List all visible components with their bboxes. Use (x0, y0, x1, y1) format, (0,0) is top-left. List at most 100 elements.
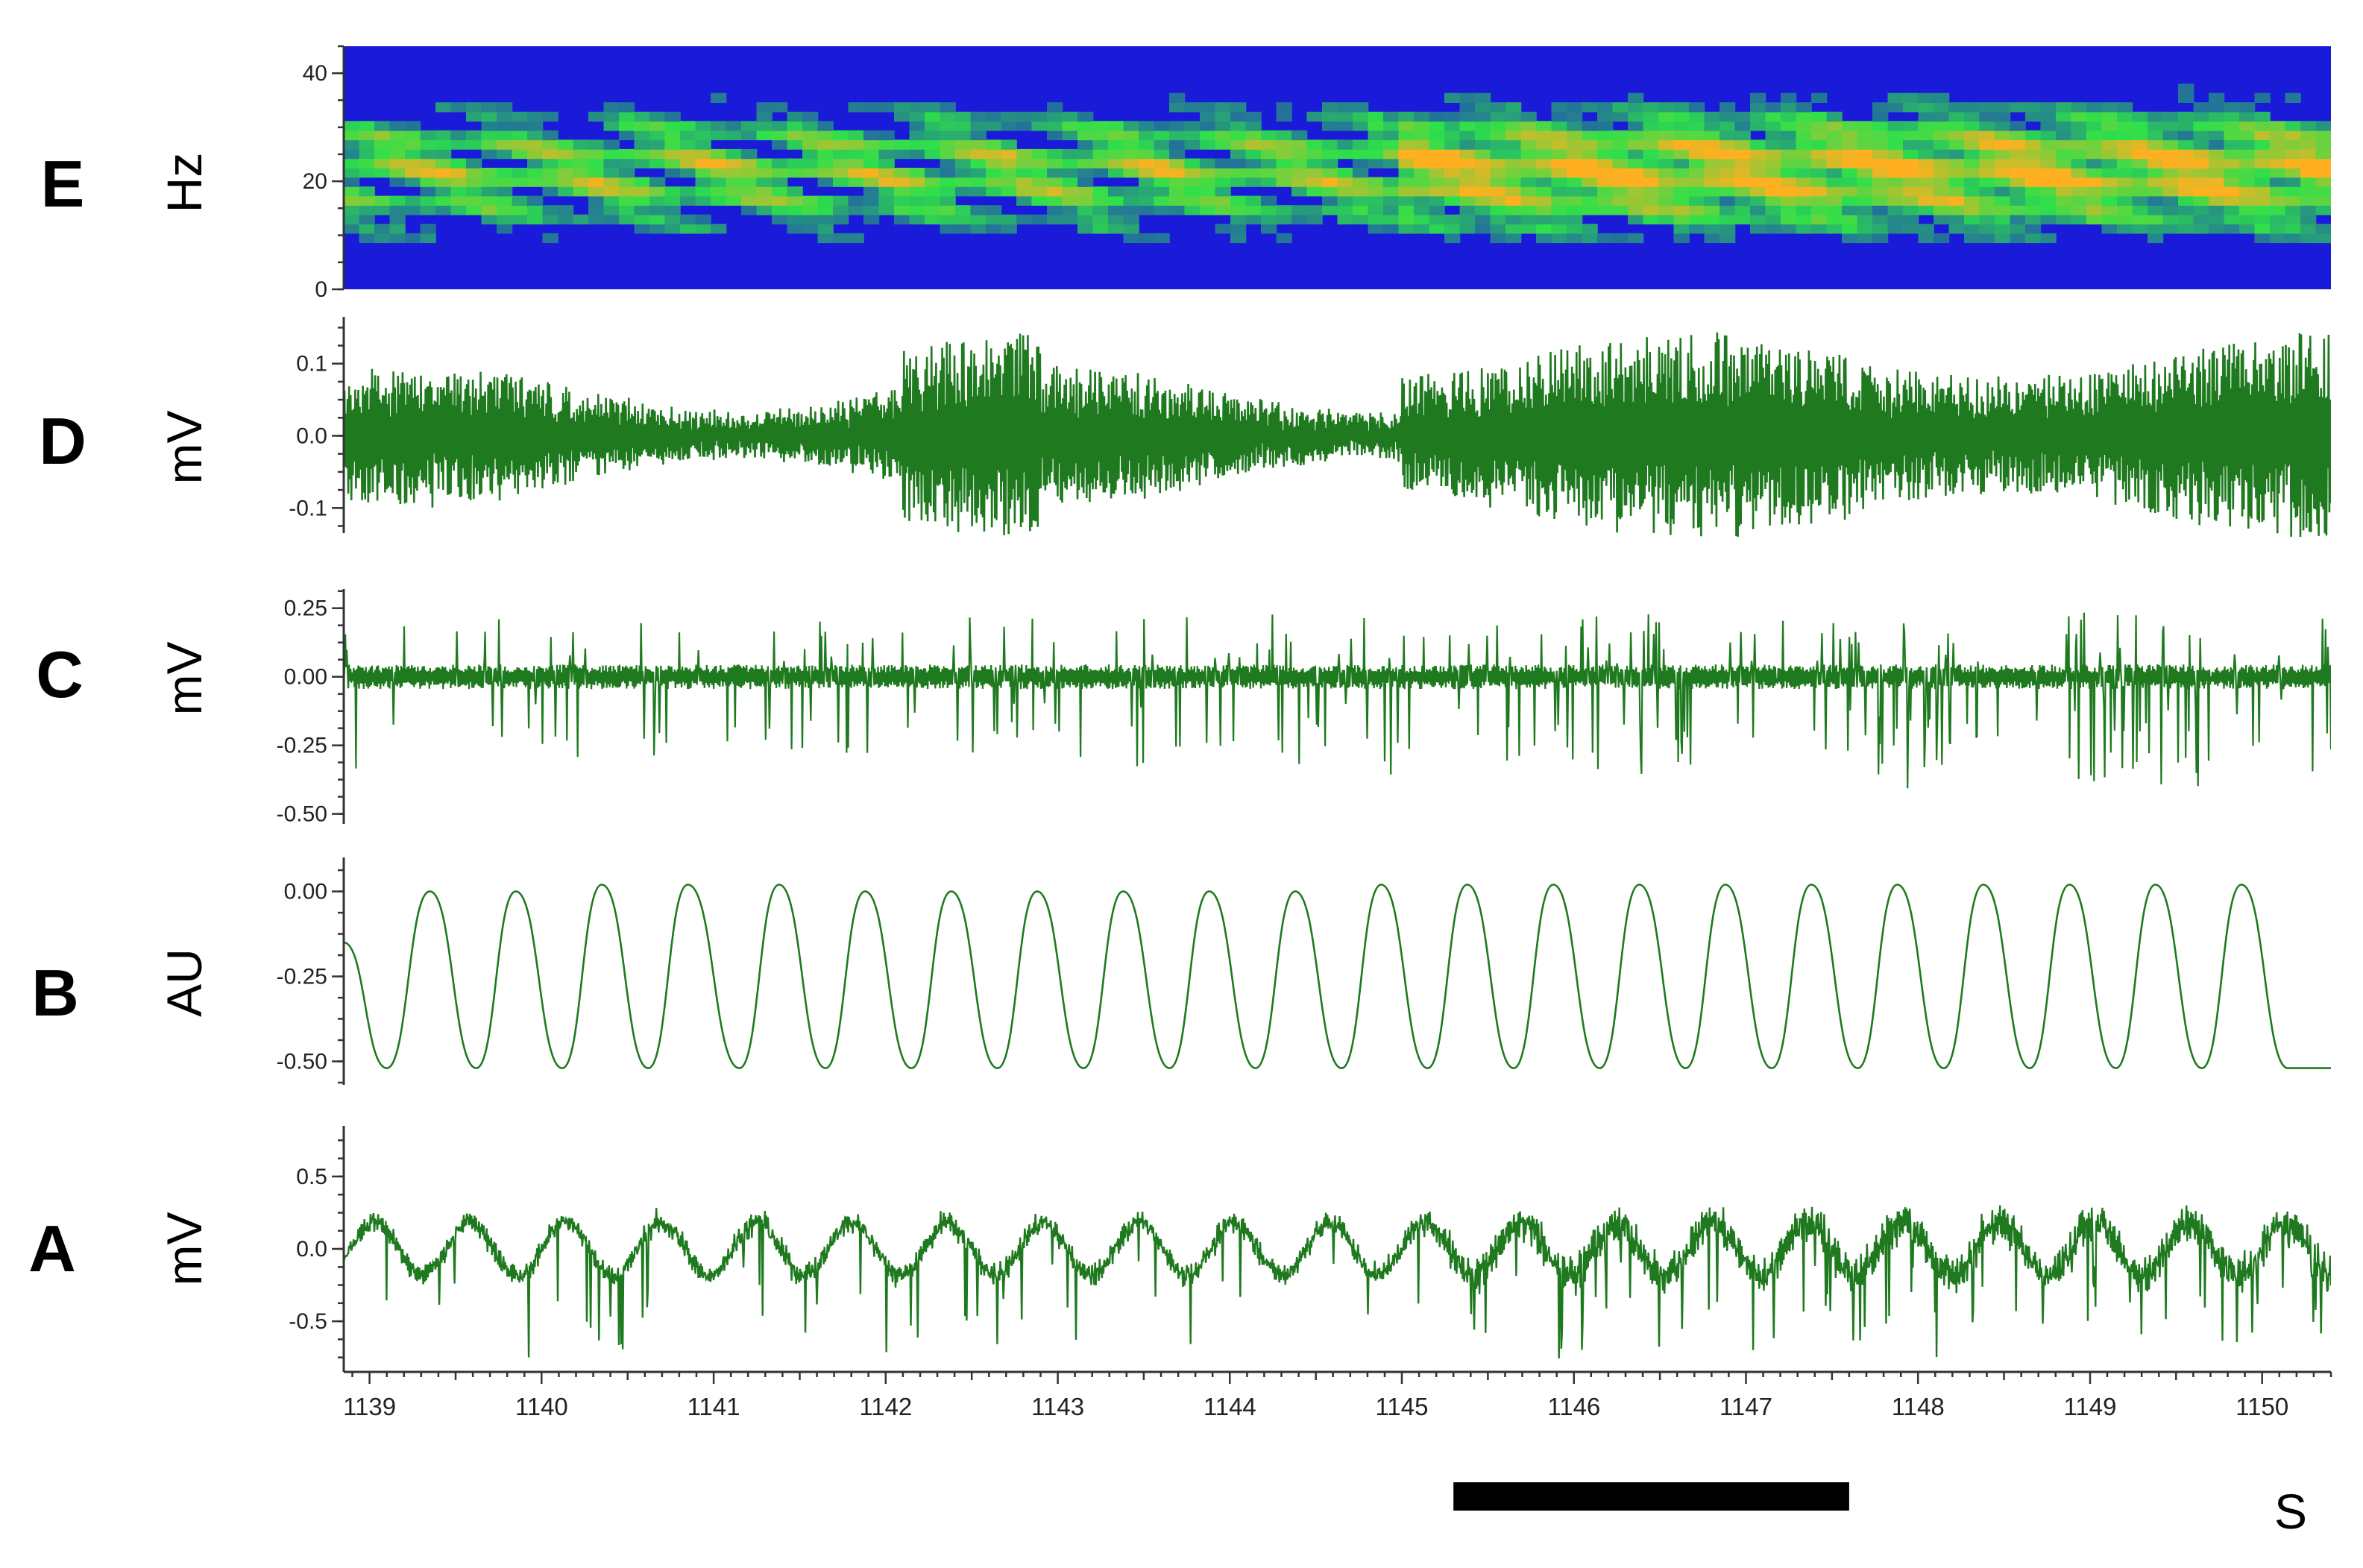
spectrogram-cell (1979, 186, 1995, 197)
spectrogram-cell (450, 139, 467, 150)
spectrogram-cell (2209, 92, 2225, 103)
spectrogram-cell (1368, 195, 1384, 206)
spectrogram-cell (2148, 168, 2164, 178)
spectrogram-cell (2132, 158, 2148, 169)
spectrogram-cell (1781, 168, 1797, 178)
spectrogram-cell (1719, 158, 1736, 169)
spectrogram-cell (2285, 233, 2301, 244)
spectrogram-cell (527, 158, 544, 169)
spectrogram-cell (756, 158, 773, 169)
spectrogram-cell (1811, 139, 1828, 150)
spectrogram-cell (1567, 205, 1583, 215)
spectrogram-cell (2040, 177, 2057, 187)
spectrogram-cell (1887, 195, 1904, 206)
spectrogram-cell (1734, 168, 1751, 178)
spectrogram-cell (2056, 195, 2072, 206)
spectrogram-cell (1230, 121, 1247, 131)
spectrogram-cell (1047, 102, 1063, 113)
spectrogram-cell (1108, 224, 1124, 234)
spectrogram-cell (2270, 195, 2286, 206)
spectrogram-cell (1551, 233, 1567, 244)
spectrogram-cell (588, 148, 605, 160)
spectrogram-cell (1276, 102, 1292, 113)
spectrogram-cell (2132, 139, 2148, 150)
spectrogram-cell (1520, 130, 1537, 141)
spectrogram-cell (1704, 224, 1720, 234)
spectrogram-cell (955, 158, 972, 169)
spectrogram-cell (1139, 148, 1155, 160)
spectrogram-cell (848, 102, 864, 113)
spectrogram-cell (1964, 177, 1980, 187)
spectrogram-cell (1398, 121, 1415, 131)
spectrogram-cell (1322, 102, 1338, 113)
spectrogram-cell (2025, 158, 2042, 169)
spectrogram-cell (986, 205, 1002, 215)
spectrogram-cell (1429, 177, 1445, 187)
spectrogram-cell (1857, 205, 1873, 215)
spectrogram-cell (359, 195, 375, 206)
panel-letter-e: E (41, 147, 85, 221)
spectrogram-cell (1261, 130, 1277, 141)
spectrogram-cell (1872, 158, 1889, 169)
spectrogram-cell (1047, 177, 1063, 187)
spectrogram-cell (1811, 186, 1828, 197)
spectrogram-cell (359, 205, 375, 215)
spectrogram-cell (1245, 158, 1262, 169)
spectrogram-cell (1337, 186, 1353, 197)
spectrogram-cell (1887, 130, 1904, 141)
spectrogram-cell (664, 168, 681, 178)
spectrogram-cell (925, 121, 941, 131)
spectrogram-cell (1001, 168, 1017, 178)
spectrogram-cell (344, 214, 360, 224)
spectrogram-cell (680, 214, 696, 224)
spectrogram-cell (1490, 130, 1506, 141)
spectrogram-cell (1139, 186, 1155, 197)
spectrogram-cell (1353, 195, 1369, 206)
spectrogram-cell (527, 168, 544, 178)
spectrogram-cell (909, 130, 925, 141)
spectrogram-cell (848, 139, 864, 150)
spectrogram-cell (787, 121, 803, 131)
spectrogram-cell (1536, 205, 1552, 215)
spectrogram-cell (1291, 177, 1308, 187)
spectrogram-cell (1001, 111, 1017, 122)
spectrogram-cell (787, 130, 803, 141)
spectrogram-cell (1215, 224, 1231, 234)
spectrogram-cell (2270, 130, 2286, 141)
spectrogram-cell (1567, 177, 1583, 187)
spectrogram-cell (772, 195, 788, 206)
spectrogram-cell (1016, 121, 1033, 131)
spectrogram-cell (1123, 168, 1139, 178)
spectrogram-cell (1414, 111, 1430, 122)
spectrogram-cell (1765, 195, 1781, 206)
spectrogram-cell (1551, 168, 1567, 178)
spectrogram-cell (2132, 177, 2148, 187)
spectrogram-cell (2224, 158, 2240, 169)
spectrogram-cell (1781, 195, 1797, 206)
spectrogram-cell (1872, 139, 1889, 150)
spectrogram-cell (1628, 111, 1644, 122)
y-tick-label: -0.50 (277, 1050, 327, 1074)
spectrogram-cell (1337, 102, 1353, 113)
spectrogram-cell (1719, 205, 1736, 215)
spectrogram-heatmap (344, 46, 2331, 289)
spectrogram-cell (1215, 111, 1231, 122)
spectrogram-cell (1536, 224, 1552, 234)
spectrogram-cell (2162, 177, 2179, 187)
spectrogram-cell (1628, 233, 1644, 244)
spectrogram-cell (1948, 111, 1965, 122)
spectrogram-cell (2086, 177, 2103, 187)
spectrogram-cell (940, 186, 956, 197)
spectrogram-cell (894, 148, 910, 160)
spectrogram-cell (1016, 177, 1033, 187)
spectrogram-cell (2300, 158, 2317, 169)
spectrogram-cell (2117, 214, 2133, 224)
spectrogram-cell (2010, 177, 2026, 187)
spectrogram-cell (2010, 233, 2026, 244)
spectrogram-cell (1398, 177, 1415, 187)
spectrogram-cell (1154, 148, 1170, 160)
spectrogram-cell (2209, 177, 2225, 187)
spectrogram-cell (909, 214, 925, 224)
spectrogram-cell (649, 139, 666, 150)
spectrogram-cell (374, 168, 391, 178)
